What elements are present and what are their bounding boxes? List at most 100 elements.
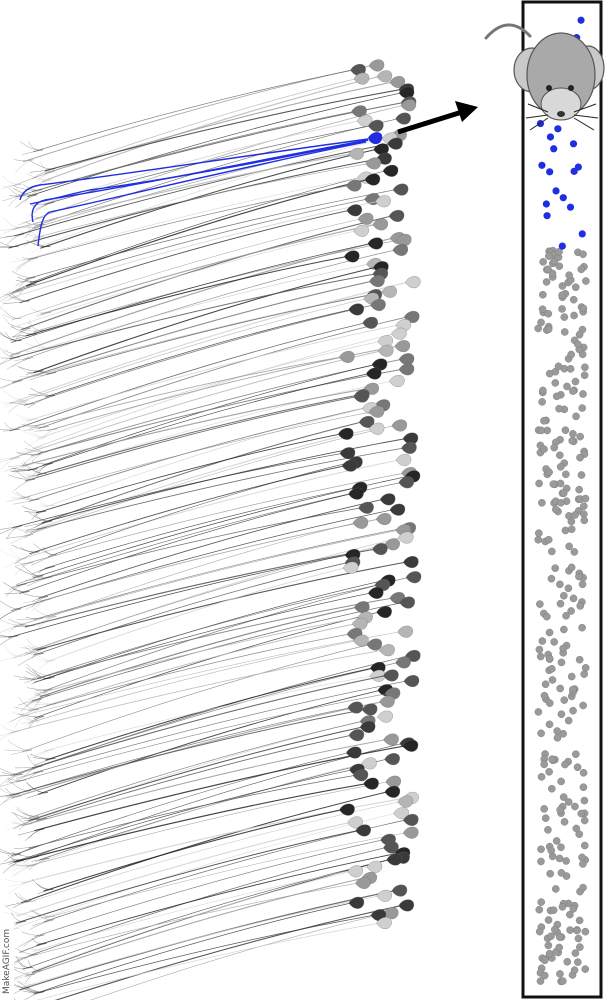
- neuron-dot: [579, 250, 587, 259]
- soma: [398, 353, 415, 366]
- neuron-dot: [537, 318, 545, 327]
- neuron-dot: [560, 591, 568, 600]
- neuron-dot: [560, 696, 569, 704]
- dendrite: [29, 404, 378, 502]
- dendrite: [16, 769, 352, 862]
- neuron-dot: [557, 869, 566, 877]
- soma: [351, 105, 367, 118]
- active-neuron-dot: [546, 168, 554, 176]
- dendrite: [40, 224, 375, 315]
- dendrite-branch: [30, 308, 51, 314]
- dendrite: [16, 459, 399, 562]
- neuron-dot: [555, 404, 563, 413]
- soma: [348, 303, 364, 316]
- dendrite-branch: [19, 428, 47, 438]
- neuron-dot: [564, 716, 573, 725]
- neuron-dot: [548, 547, 556, 556]
- dendrite: [42, 421, 362, 524]
- dendrite: [38, 316, 407, 429]
- dendrite: [33, 69, 353, 153]
- dendrite-branch: [25, 520, 53, 532]
- soma: [347, 865, 363, 878]
- dendrite: [54, 905, 401, 1000]
- dendrite: [36, 340, 380, 440]
- dendrite: [46, 623, 355, 707]
- dendrite-branch: [16, 617, 44, 620]
- dendrite: [25, 189, 396, 280]
- neuron-dot: [575, 485, 583, 494]
- neuron-dot: [538, 499, 546, 507]
- soma: [376, 70, 393, 83]
- dendrite-branch: [15, 327, 31, 342]
- dendrite: [36, 394, 357, 476]
- dendrite-branch: [27, 511, 53, 522]
- dendrite: [34, 745, 406, 832]
- neuron-dot: [534, 708, 543, 716]
- soma: [368, 132, 383, 145]
- dendrite-branch: [20, 817, 47, 820]
- soma: [403, 826, 419, 839]
- dendrite-branch: [28, 393, 56, 397]
- neuron-dot: [580, 796, 589, 805]
- neuron-dot: [547, 932, 555, 941]
- neuron-dot: [568, 437, 576, 445]
- dendrite: [18, 298, 366, 404]
- dendrite: [40, 263, 369, 351]
- neuron-dot: [552, 505, 560, 514]
- soma: [339, 350, 355, 363]
- soma: [362, 316, 378, 329]
- soma: [376, 917, 392, 930]
- dendrite-branch: [31, 878, 54, 890]
- soma: [347, 816, 363, 829]
- dendrite-branch: [21, 424, 49, 428]
- dendrite: [11, 218, 361, 321]
- soma: [353, 224, 369, 237]
- soma: [359, 721, 376, 733]
- dendrite-branch: [12, 468, 38, 472]
- soma: [365, 157, 381, 170]
- neuron-dot: [567, 525, 576, 534]
- dendrite: [33, 333, 394, 449]
- dendrite: [9, 350, 381, 460]
- dendrite-branch: [8, 474, 36, 480]
- neuron-dot: [540, 956, 549, 965]
- dendrite: [16, 693, 388, 783]
- dendrite: [14, 143, 390, 237]
- neuron-dot: [548, 755, 556, 763]
- neuron-dot: [578, 580, 587, 589]
- soma: [375, 195, 391, 208]
- dendrite: [21, 797, 406, 884]
- dendrite-branch: [36, 428, 58, 431]
- active-neuron-dot: [554, 125, 562, 133]
- dendrite-branch: [15, 575, 44, 586]
- soma: [348, 487, 364, 500]
- dendrite-branch: [0, 428, 20, 431]
- neuron-dot: [537, 898, 546, 906]
- neuron-dot: [571, 802, 579, 811]
- dendrite-branch: [29, 527, 47, 534]
- dendrite-branch: [3, 391, 29, 402]
- dendrite-branch: [32, 598, 51, 611]
- dendrite-branch: [15, 194, 38, 208]
- dendrite-branch: [7, 778, 31, 791]
- dendrite-branch: [9, 860, 24, 862]
- dendrite-branch: [13, 812, 33, 825]
- soma: [352, 516, 369, 529]
- highlight-dendrite: [37, 141, 367, 247]
- dendrite: [21, 388, 366, 467]
- mouse-whisker: [573, 114, 599, 119]
- dendrite-branch: [3, 558, 27, 569]
- dendrite-branch: [14, 475, 40, 479]
- dendrite-branch: [17, 423, 46, 428]
- neuron-dot: [579, 701, 587, 710]
- neuron-dot: [537, 857, 545, 866]
- dendrite: [28, 721, 363, 819]
- dendrite: [10, 662, 398, 777]
- dendrite: [44, 89, 401, 172]
- soma: [353, 634, 369, 647]
- dendrite-branch: [23, 461, 47, 474]
- soma: [348, 147, 364, 160]
- soma: [377, 710, 393, 723]
- dendrite: [22, 472, 404, 565]
- dendrite: [39, 606, 357, 698]
